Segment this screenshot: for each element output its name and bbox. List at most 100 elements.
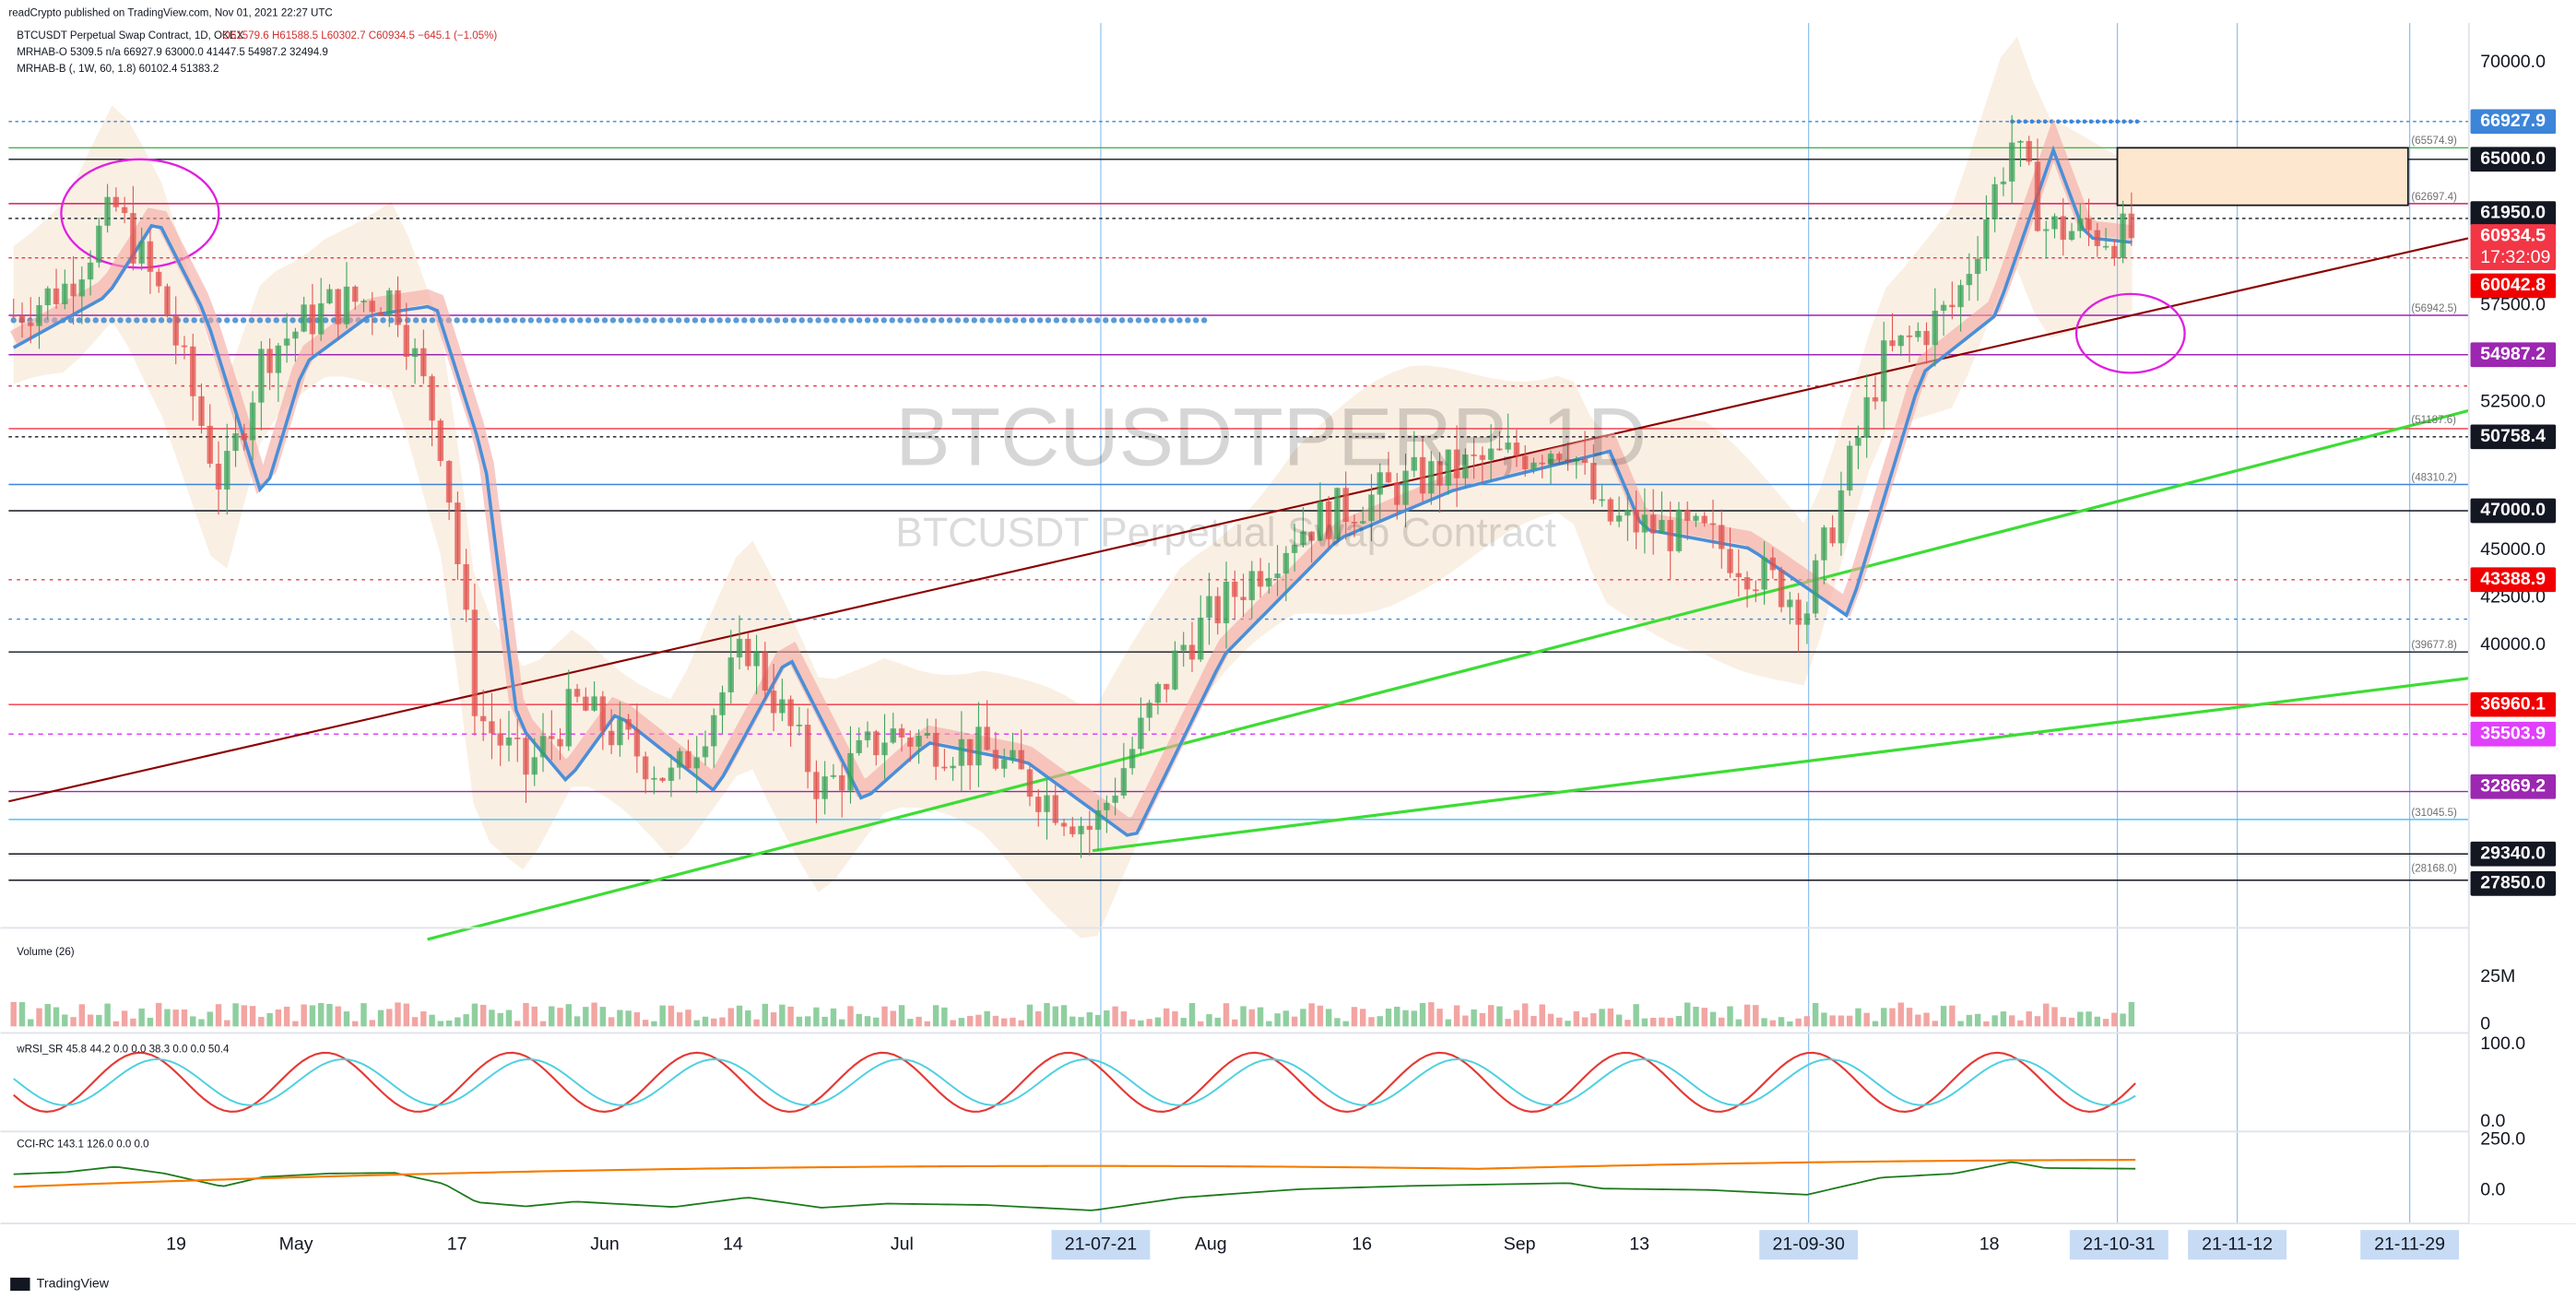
volume-bar: [932, 1005, 939, 1027]
candle-body: [1060, 822, 1068, 827]
time-marker: [1759, 1230, 1859, 1260]
dot: [954, 317, 962, 324]
candle-body: [2120, 213, 2126, 258]
volume-bar: [215, 1004, 222, 1027]
candle-body: [1232, 581, 1238, 597]
volume-bar: [1086, 1011, 1093, 1027]
candle-body: [1983, 218, 1990, 259]
price-tag: [2470, 498, 2557, 524]
volume-bar: [403, 1003, 410, 1027]
candle-body: [1128, 749, 1136, 769]
candle-body: [1753, 589, 1759, 592]
volume-bar: [1940, 1006, 1947, 1027]
candle-body: [2128, 213, 2135, 239]
volume-bar: [702, 1016, 709, 1027]
trend-line: [8, 237, 2469, 803]
candle-body: [1342, 488, 1349, 522]
candle-body: [916, 735, 922, 747]
volume-bar: [1505, 1019, 1511, 1027]
candle-body: [1556, 454, 1563, 460]
volume-bar: [1881, 1008, 1887, 1027]
candle-body: [1881, 340, 1887, 402]
volume-bar: [386, 1009, 393, 1027]
candle-body: [1248, 571, 1256, 600]
dot: [479, 317, 485, 324]
candle-body: [796, 725, 803, 726]
candle-body: [583, 696, 589, 711]
candle-body: [326, 289, 333, 304]
candle-body: [1940, 304, 1947, 312]
decoration: [0, 22, 2576, 1224]
volume-bar: [2017, 1020, 2024, 1027]
dot: [10, 317, 17, 324]
published: readCrypto published on TradingView.com,…: [8, 7, 332, 18]
candle-body: [557, 738, 563, 747]
candle-body: [753, 652, 760, 667]
candle-body: [1599, 499, 1605, 502]
volume-bar: [2077, 1011, 2084, 1027]
volume-bar: [1257, 1007, 1264, 1027]
candle-body: [241, 432, 248, 441]
dot: [536, 317, 542, 324]
volume-bar: [411, 1017, 419, 1027]
candle-body: [301, 304, 307, 332]
volume-bar: [326, 1003, 333, 1027]
volume-bar: [1078, 1017, 1084, 1027]
volume-bar: [1906, 1008, 1913, 1027]
volume-bar: [96, 1014, 102, 1027]
dot: [1078, 317, 1084, 324]
dot: [1135, 317, 1142, 324]
time-label: Jun: [590, 1234, 620, 1254]
volume-bar: [924, 1021, 931, 1027]
volume-bar: [10, 1001, 17, 1027]
candle-body: [1163, 683, 1170, 690]
volume-bar: [1778, 1017, 1785, 1027]
volume-bar: [2120, 1013, 2126, 1027]
line-label: (65574.9): [2411, 136, 2457, 147]
dot: [626, 317, 632, 324]
candle-body: [121, 207, 128, 214]
volume-bar: [1325, 1009, 1332, 1027]
volume-bar: [1094, 1014, 1102, 1027]
candle-body: [283, 338, 290, 346]
price-tag-label: 60042.8: [2480, 275, 2546, 295]
pane-axis-label: 250.0: [2480, 1128, 2525, 1149]
volume-bar: [881, 1006, 888, 1027]
candle-body: [1615, 515, 1623, 522]
volume-bar: [711, 1018, 717, 1027]
volume-bar: [1649, 1018, 1657, 1027]
volume-bar: [1351, 1007, 1358, 1027]
dot: [1193, 317, 1199, 324]
candle-body: [958, 738, 965, 766]
dot: [117, 317, 124, 324]
candle-body: [1837, 490, 1845, 544]
dot: [815, 317, 821, 324]
candle-body: [1735, 573, 1742, 578]
volume-bar: [87, 1014, 94, 1027]
volume-bar: [1018, 1020, 1024, 1027]
line-label: (31045.5): [2411, 808, 2457, 819]
price-tag: [2470, 424, 2557, 450]
dot: [651, 317, 657, 324]
candle-body: [1334, 488, 1341, 539]
candle-body: [1974, 258, 1981, 275]
candle-body: [1906, 335, 1913, 337]
candle-body: [445, 460, 453, 503]
volume-bar: [283, 1006, 290, 1027]
candle-body: [497, 733, 503, 746]
candle-body: [1198, 617, 1204, 660]
volume-bar: [1394, 1006, 1400, 1027]
volume-bar: [847, 1006, 854, 1027]
candle-body: [2043, 229, 2050, 231]
dot: [1012, 317, 1019, 324]
candle-body: [950, 765, 956, 769]
candle-body: [633, 729, 641, 757]
candle-body: [1581, 458, 1589, 464]
volume-bar: [1000, 1018, 1008, 1027]
candle-body: [155, 271, 162, 287]
volume-bar: [1915, 1014, 1921, 1027]
candle-body: [1923, 330, 1930, 346]
candle-body: [719, 691, 726, 715]
volume-bar: [1539, 1004, 1545, 1027]
price-tag-label: 61950.0: [2480, 203, 2546, 223]
